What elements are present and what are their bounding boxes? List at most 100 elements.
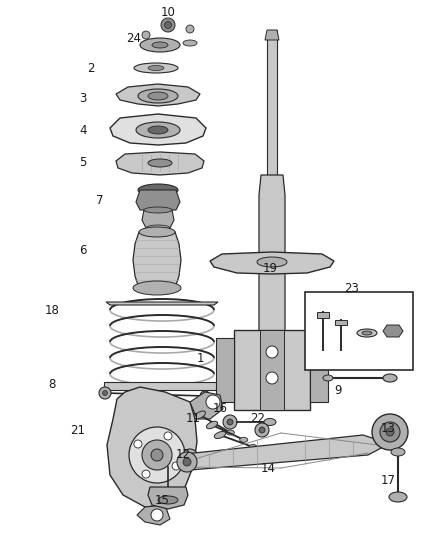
Ellipse shape	[194, 411, 205, 419]
Text: 21: 21	[71, 424, 85, 437]
Circle shape	[134, 440, 142, 448]
Circle shape	[266, 372, 278, 384]
Circle shape	[200, 391, 210, 401]
Ellipse shape	[148, 66, 164, 70]
Ellipse shape	[362, 331, 372, 335]
Text: 13: 13	[381, 422, 396, 434]
Ellipse shape	[138, 184, 178, 196]
Circle shape	[372, 414, 408, 450]
Text: 23: 23	[345, 281, 360, 295]
Circle shape	[223, 415, 237, 429]
Circle shape	[142, 470, 150, 478]
Ellipse shape	[140, 38, 180, 52]
Polygon shape	[265, 30, 279, 40]
Text: 15: 15	[155, 494, 170, 506]
Text: 11: 11	[186, 411, 201, 424]
Polygon shape	[383, 325, 403, 337]
Ellipse shape	[383, 348, 397, 356]
Ellipse shape	[249, 445, 257, 449]
Bar	[267, 30, 277, 180]
Circle shape	[255, 423, 269, 437]
Text: 18: 18	[45, 303, 60, 317]
Ellipse shape	[148, 126, 168, 134]
Ellipse shape	[323, 349, 333, 355]
Circle shape	[164, 432, 172, 440]
Circle shape	[102, 391, 107, 395]
Polygon shape	[106, 302, 218, 305]
Polygon shape	[234, 330, 310, 410]
Text: 5: 5	[79, 156, 87, 168]
Polygon shape	[110, 114, 206, 145]
Ellipse shape	[152, 42, 168, 48]
Polygon shape	[104, 382, 220, 390]
Ellipse shape	[144, 207, 172, 213]
Circle shape	[142, 440, 172, 470]
Ellipse shape	[383, 374, 397, 382]
Text: 17: 17	[381, 473, 396, 487]
Text: 7: 7	[96, 193, 104, 206]
Polygon shape	[107, 387, 197, 507]
Polygon shape	[133, 232, 181, 288]
Bar	[335, 320, 347, 325]
Ellipse shape	[134, 63, 178, 73]
Text: 14: 14	[261, 462, 276, 474]
Circle shape	[129, 427, 185, 483]
Circle shape	[266, 346, 278, 358]
Text: 9: 9	[334, 384, 342, 397]
Circle shape	[151, 449, 163, 461]
Ellipse shape	[357, 329, 377, 337]
Circle shape	[165, 21, 172, 28]
Ellipse shape	[214, 432, 226, 439]
Bar	[260, 330, 284, 410]
Circle shape	[183, 458, 191, 466]
Circle shape	[227, 419, 233, 425]
Circle shape	[161, 18, 175, 32]
Ellipse shape	[264, 418, 276, 425]
Text: 24: 24	[127, 31, 141, 44]
Polygon shape	[210, 252, 334, 274]
Circle shape	[186, 453, 194, 461]
Polygon shape	[137, 505, 170, 525]
Bar	[305, 292, 413, 370]
Text: 16: 16	[212, 401, 227, 415]
Circle shape	[380, 422, 400, 442]
Polygon shape	[136, 190, 180, 210]
Ellipse shape	[206, 421, 218, 429]
Polygon shape	[190, 392, 223, 419]
Ellipse shape	[138, 89, 178, 103]
Text: 10: 10	[161, 5, 176, 19]
Ellipse shape	[226, 430, 234, 435]
Ellipse shape	[240, 437, 248, 442]
Polygon shape	[116, 84, 200, 106]
Text: 8: 8	[48, 378, 56, 392]
Polygon shape	[216, 338, 234, 402]
Ellipse shape	[136, 122, 180, 138]
Text: 19: 19	[262, 262, 278, 274]
Ellipse shape	[133, 281, 181, 295]
Ellipse shape	[323, 375, 333, 381]
Polygon shape	[148, 487, 188, 509]
Ellipse shape	[139, 227, 175, 237]
Ellipse shape	[257, 257, 287, 267]
Text: 6: 6	[79, 244, 87, 256]
Ellipse shape	[391, 448, 405, 456]
Circle shape	[142, 31, 150, 39]
Bar	[317, 312, 329, 318]
Circle shape	[177, 452, 197, 472]
Circle shape	[206, 395, 220, 409]
Circle shape	[203, 394, 207, 398]
Polygon shape	[310, 338, 328, 402]
Text: 22: 22	[251, 411, 265, 424]
Circle shape	[186, 25, 194, 33]
Text: 2: 2	[87, 61, 95, 75]
Ellipse shape	[183, 40, 197, 46]
Text: 4: 4	[79, 124, 87, 136]
Ellipse shape	[158, 496, 178, 504]
Circle shape	[259, 427, 265, 433]
Ellipse shape	[148, 92, 168, 100]
Circle shape	[172, 462, 180, 470]
Polygon shape	[185, 435, 383, 470]
Circle shape	[386, 428, 394, 436]
Ellipse shape	[148, 159, 172, 167]
Text: 1: 1	[196, 351, 204, 365]
